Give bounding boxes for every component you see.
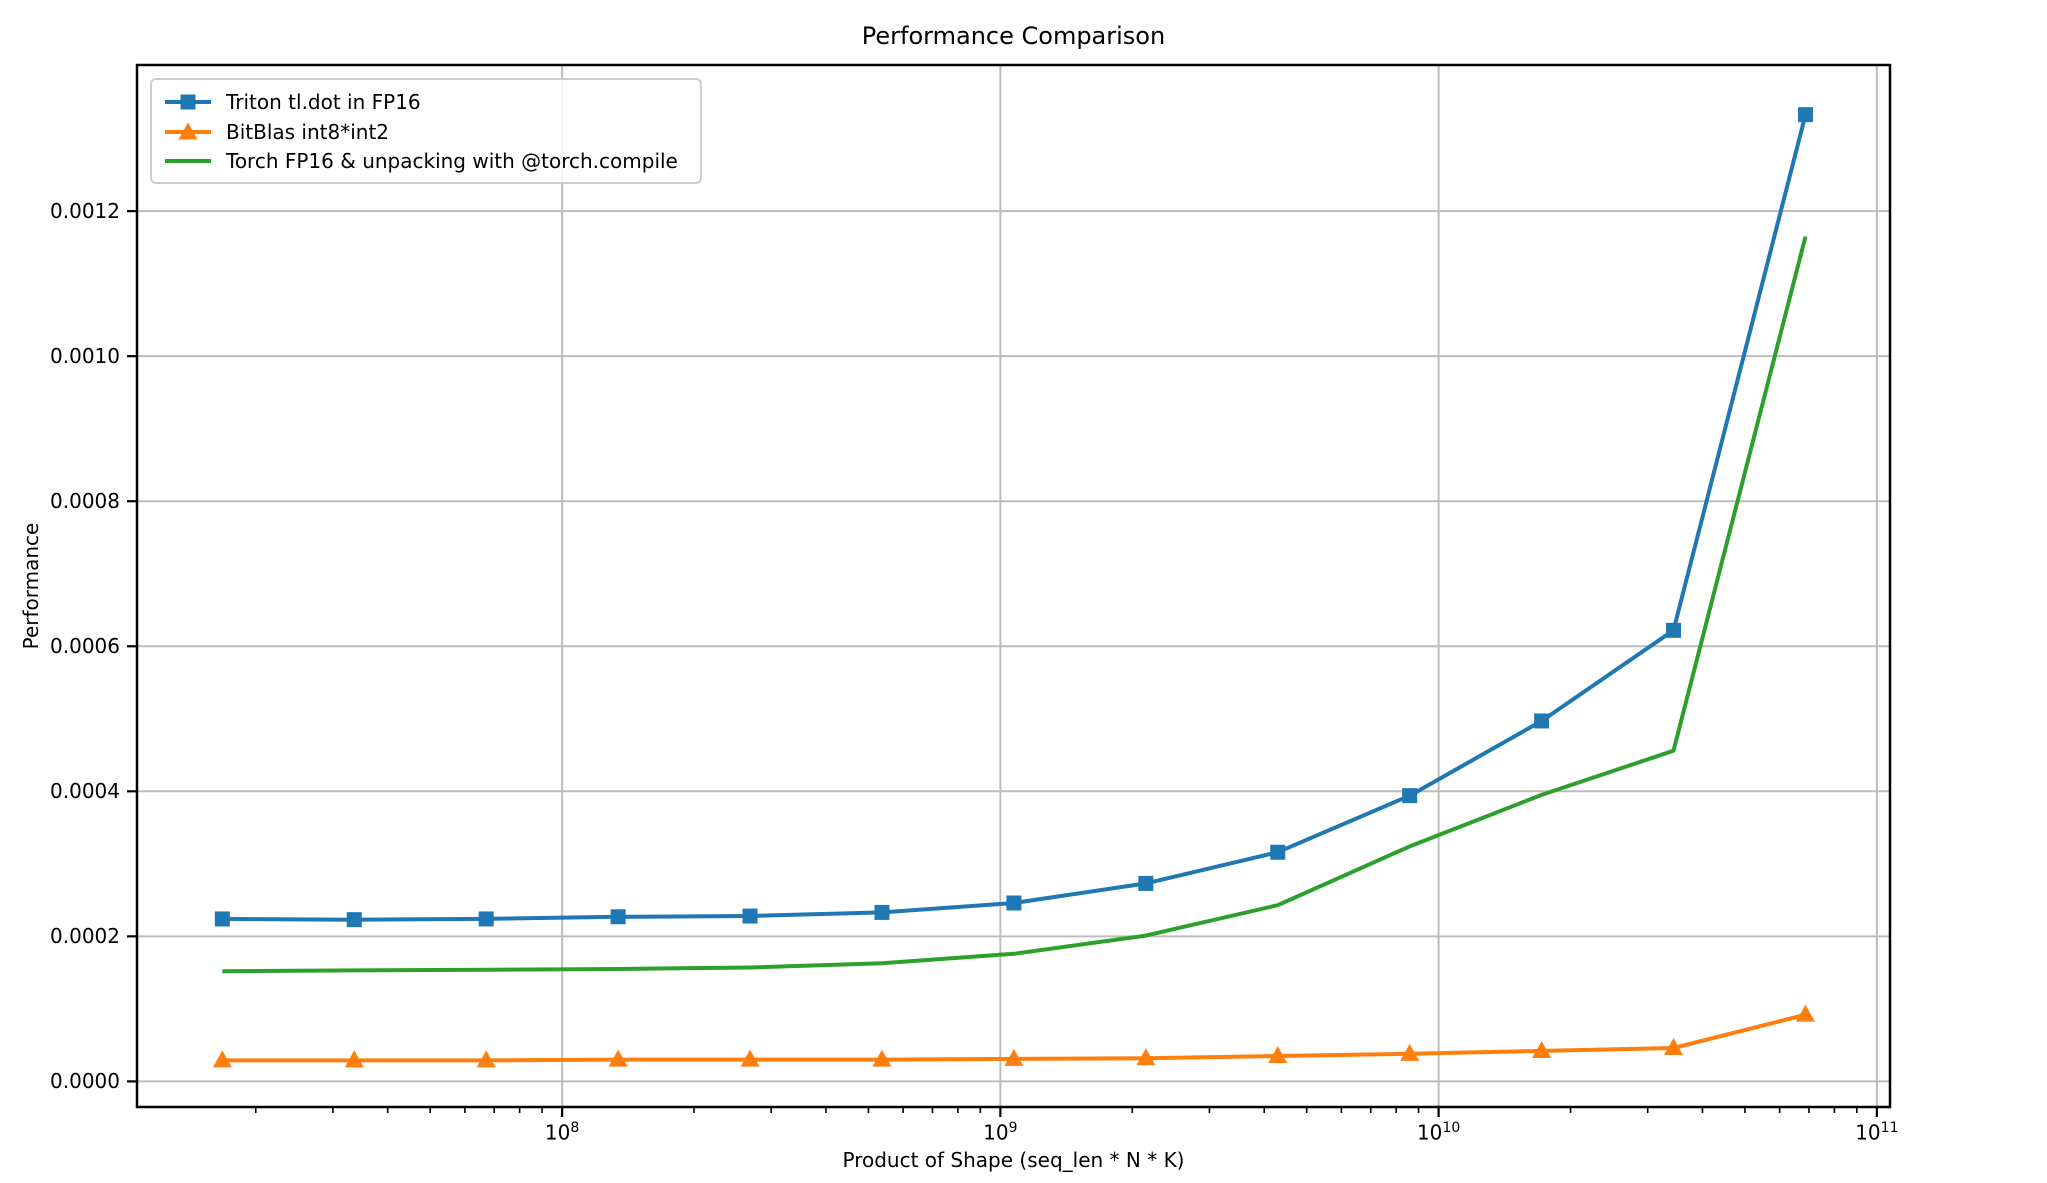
data-point-marker <box>1400 1043 1420 1061</box>
x-axis-label: Product of Shape (seq_len * N * K) <box>842 1148 1185 1172</box>
y-tick-label: 0.0002 <box>50 924 120 949</box>
data-point-marker <box>212 1050 232 1068</box>
x-tick-base: 10 <box>983 1120 1009 1145</box>
x-tick-base: 10 <box>1416 1120 1443 1145</box>
data-point-marker <box>1666 622 1682 638</box>
chart-title: Performance Comparison <box>861 22 1166 50</box>
y-tick-label: 0.0010 <box>50 344 120 369</box>
data-point-marker <box>1797 107 1813 123</box>
x-tick-base: 10 <box>544 1120 571 1145</box>
data-point-marker <box>874 904 890 920</box>
data-point-marker <box>872 1049 892 1067</box>
x-tick-label: 108 <box>545 1120 579 1145</box>
data-point-marker <box>478 911 494 927</box>
series-line <box>222 114 1808 922</box>
x-tick-exponent: 10 <box>1442 1120 1461 1136</box>
data-point-marker <box>344 1050 364 1068</box>
data-point-marker <box>1136 1048 1156 1066</box>
x-tick-exponent: 11 <box>1880 1120 1899 1136</box>
data-point-marker <box>1004 1048 1024 1066</box>
series-line <box>222 236 1808 974</box>
data-point-marker <box>1664 1038 1684 1056</box>
y-tick-label: 0.0012 <box>50 199 120 224</box>
y-axis-label: Performance <box>19 522 43 650</box>
legend-handle-square-icon <box>165 94 211 110</box>
legend-marker <box>180 94 196 110</box>
legend-handle-line-icon <box>165 159 211 164</box>
legend-label: Triton tl.dot in FP16 <box>226 89 421 114</box>
legend-handle-triangle-up-icon <box>165 122 211 139</box>
x-tick-label: 1011 <box>1855 1120 1898 1145</box>
data-point-marker <box>1268 1046 1288 1064</box>
data-point-marker <box>1138 875 1154 891</box>
legend-label: BitBlas int8*int2 <box>226 119 390 144</box>
axes-frame <box>135 63 1892 1109</box>
x-tick-base: 10 <box>1855 1120 1881 1145</box>
legend: Triton tl.dot in FP16 BitBlas int8*int2 To… <box>150 78 702 184</box>
data-point-marker <box>740 1049 760 1067</box>
data-point-marker <box>1795 1004 1815 1022</box>
x-tick-label: 109 <box>983 1120 1017 1145</box>
data-point-marker <box>1402 788 1418 804</box>
data-point-marker <box>1534 713 1550 729</box>
data-point-marker <box>742 908 758 924</box>
x-tick-exponent: 9 <box>1008 1120 1018 1136</box>
y-tick-label: 0.0004 <box>50 779 120 804</box>
legend-item: BitBlas int8*int2 <box>164 117 690 147</box>
data-point-marker <box>1006 895 1022 911</box>
data-point-marker <box>476 1050 496 1068</box>
data-point-marker <box>608 1049 628 1067</box>
x-tick-exponent: 8 <box>570 1120 580 1136</box>
y-tick-label: 0.0000 <box>50 1069 120 1094</box>
y-tick-label: 0.0006 <box>50 634 120 659</box>
legend-item: Torch FP16 & unpacking with @torch.compi… <box>164 146 690 176</box>
data-point-marker <box>214 911 230 927</box>
x-tick-label: 1010 <box>1417 1120 1460 1145</box>
data-point-marker <box>610 909 626 925</box>
y-tick-label: 0.0008 <box>50 489 120 514</box>
data-point-marker <box>1532 1040 1552 1058</box>
data-point-marker <box>346 912 362 928</box>
legend-marker <box>178 122 198 139</box>
legend-item: Triton tl.dot in FP16 <box>164 87 690 117</box>
data-point-marker <box>1270 844 1286 860</box>
legend-label: Torch FP16 & unpacking with @torch.compi… <box>226 149 678 174</box>
